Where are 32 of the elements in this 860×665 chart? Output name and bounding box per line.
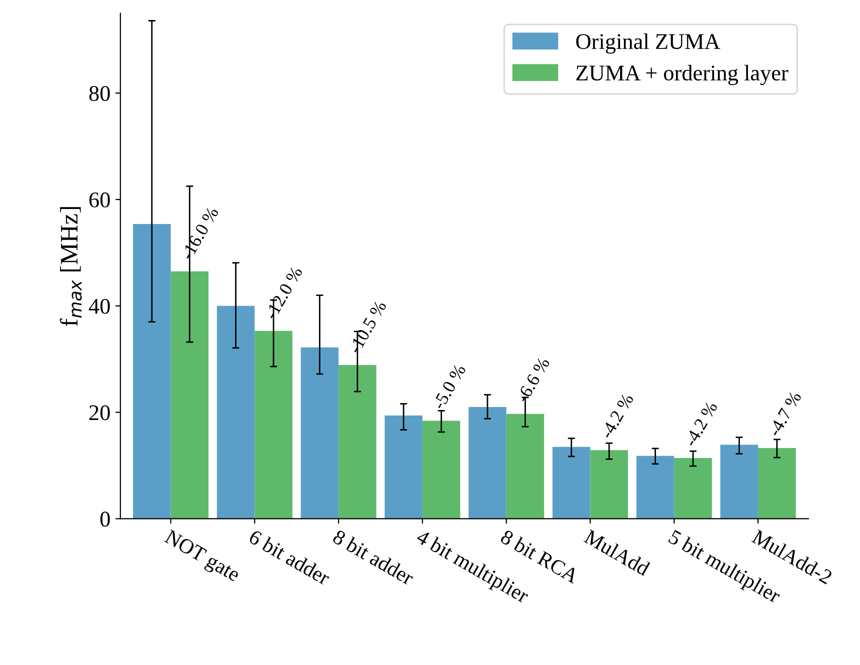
annotation: -5.0 % bbox=[432, 363, 466, 410]
y-tick-label: 40 bbox=[88, 298, 110, 314]
y-tick-label: 0 bbox=[100, 512, 110, 527]
bar bbox=[300, 347, 339, 519]
bar bbox=[758, 448, 796, 519]
legend-label: Original ZUMA bbox=[576, 33, 720, 54]
bar bbox=[468, 406, 506, 519]
bar bbox=[720, 444, 758, 519]
bar bbox=[506, 414, 544, 519]
bar bbox=[338, 364, 376, 519]
bar bbox=[674, 458, 712, 519]
bar bbox=[636, 456, 674, 519]
bar bbox=[170, 271, 208, 519]
bar bbox=[254, 330, 292, 519]
x-tick-label: NOT gate bbox=[162, 529, 242, 586]
x-tick-label: 8 bit adder bbox=[332, 528, 416, 586]
y-axis-title: f$_{max}$ [MHz] bbox=[60, 207, 82, 326]
annotation: -4.2 % bbox=[600, 392, 634, 440]
bar bbox=[422, 420, 460, 519]
bar bbox=[590, 450, 628, 519]
y-tick-label: 80 bbox=[89, 86, 110, 102]
y-tick-label: 20 bbox=[89, 405, 110, 420]
bar bbox=[216, 306, 255, 519]
bar bbox=[132, 224, 171, 519]
bar bbox=[384, 415, 422, 519]
y-tick-label: 60 bbox=[89, 192, 110, 208]
bar bbox=[552, 446, 590, 519]
x-tick-label: 6 bit adder bbox=[248, 528, 332, 586]
annotation: -6.6 % bbox=[516, 356, 550, 404]
legend-label: ZUMA + ordering layer bbox=[576, 64, 788, 86]
annotation: -4.7 % bbox=[768, 390, 802, 438]
annotation: -4.2 % bbox=[684, 400, 718, 448]
